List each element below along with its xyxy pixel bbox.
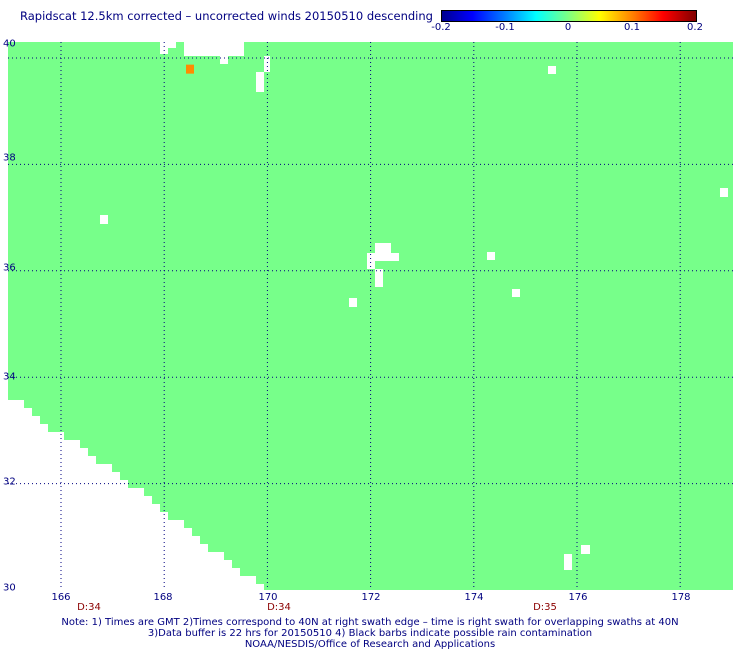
data-gap-cell	[220, 56, 228, 64]
lon-tick-label: 166	[51, 592, 71, 603]
data-gap-cell	[256, 72, 264, 92]
data-gap-cell	[487, 252, 495, 260]
data-gap-cell	[375, 269, 383, 277]
lat-tick-label: 40	[3, 38, 16, 50]
data-gap-cell	[548, 66, 556, 74]
data-gap-cell	[564, 554, 572, 570]
lat-tick-label: 36	[3, 262, 16, 274]
anomaly-cell	[186, 64, 194, 74]
lat-tick-label: 38	[3, 152, 16, 164]
note-line-2: 3)Data buffer is 22 hrs for 20150510 4) …	[147, 628, 593, 639]
lon-tick-label: 172	[361, 592, 381, 603]
lat-tick-label: 32	[3, 476, 16, 488]
data-gap-cell	[720, 188, 728, 197]
data-gap-cell	[512, 289, 520, 297]
lon-tick-label: 174	[464, 592, 484, 603]
lon-tick-label: 176	[568, 592, 588, 603]
data-gap-cell	[367, 261, 375, 269]
colorbar-tick: 0.1	[624, 22, 640, 33]
data-gap-cell	[160, 42, 168, 54]
data-gap-cell	[100, 215, 108, 224]
note-line-1: Note: 1) Times are GMT 2)Times correspon…	[61, 617, 679, 628]
data-gap-cell	[264, 56, 270, 72]
swath-time-label: D:35	[533, 602, 557, 613]
note-line-3: NOAA/NESDIS/Office of Research and Appli…	[244, 639, 496, 650]
colorbar-tick: -0.2	[431, 22, 451, 33]
lon-tick-label: 168	[153, 592, 173, 603]
data-gap-cell	[168, 42, 176, 48]
data-gap-cell	[375, 277, 383, 287]
colorbar-gradient	[441, 10, 697, 22]
data-gap-cell	[375, 243, 391, 253]
colorbar-tick: -0.1	[495, 22, 515, 33]
data-gap-cell	[184, 42, 244, 56]
lon-tick-label: 170	[258, 592, 278, 603]
lon-tick-label: 178	[671, 592, 691, 603]
map-title: Rapidscat 12.5km corrected – uncorrected…	[20, 9, 433, 23]
swath-time-label: D:34	[267, 602, 291, 613]
data-gap-cell	[367, 253, 399, 261]
data-gap-cell	[349, 298, 357, 307]
swath-gap	[8, 392, 264, 590]
lat-tick-label: 34	[3, 371, 16, 383]
data-gap-cell	[581, 545, 590, 554]
lat-tick-label: 30	[3, 582, 16, 594]
swath-time-label: D:34	[77, 602, 101, 613]
colorbar-tick: 0.2	[687, 22, 703, 33]
colorbar-tick: 0	[564, 22, 572, 33]
